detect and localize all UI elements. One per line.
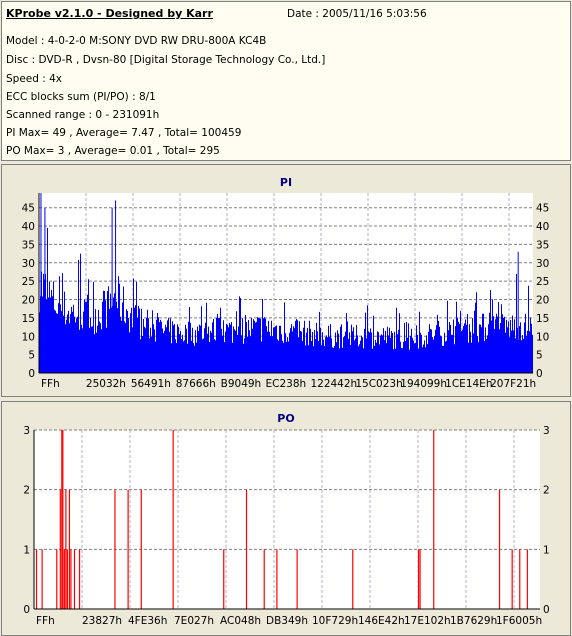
x-tick-label: 1F6005h — [496, 615, 542, 627]
x-tick-label: 15C023h — [355, 378, 402, 390]
y-tick-label-right: 30 — [536, 258, 549, 270]
x-tick-label: 87666h — [176, 378, 216, 390]
x-tick-label: 194099h — [400, 378, 447, 390]
pi-chart: 0 0 5 5 10 10 15 15 20 20 25 25 30 30 35 35 40 40 45 45 FFh 2… — [22, 193, 549, 390]
model-line: Model : 4-0-2-0 M:SONY DVD RW DRU-800A K… — [6, 35, 267, 47]
y-tick-label-left: 1 — [23, 544, 30, 556]
y-tick-label-right: 35 — [536, 239, 549, 251]
y-tick-label-right: 45 — [536, 203, 549, 215]
x-tick-label: DB349h — [266, 615, 308, 627]
x-tick-label: EC238h — [266, 378, 307, 390]
y-tick-label-left: 40 — [22, 221, 35, 233]
y-tick-label-left: 45 — [22, 203, 35, 215]
y-tick-label-left: 2 — [23, 485, 30, 497]
y-tick-label-left: 0 — [28, 368, 35, 380]
x-tick-label: FFh — [36, 615, 55, 627]
po-chart-panel: PO 0 0 1 1 2 2 3 3 FFh 23827h 4FE36h 7E027h AC048h DB… — [1, 401, 571, 636]
x-tick-label: 1CE14Eh — [445, 378, 492, 390]
y-tick-label-left: 10 — [22, 331, 35, 343]
y-tick-label-left: 35 — [22, 239, 35, 251]
x-tick-label: AC048h — [220, 615, 261, 627]
x-tick-label: 25032h — [86, 378, 126, 390]
y-tick-label-right: 40 — [536, 221, 549, 233]
pi-chart-panel: PI 0 0 5 5 10 10 15 15 20 20 25 25 30 30 35 35 40 40 45 45 F… — [1, 164, 571, 397]
y-tick-label-right: 0 — [543, 604, 550, 616]
x-tick-label: 1B7629h — [450, 615, 497, 627]
ecc-line: ECC blocks sum (PI/PO) : 8/1 — [6, 91, 156, 103]
y-tick-label-right: 25 — [536, 276, 549, 288]
x-tick-label: 146E42h — [358, 615, 405, 627]
speed-line: Speed : 4x — [6, 73, 63, 85]
po-stats-line: PO Max= 3 , Average= 0.01 , Total= 295 — [6, 145, 220, 157]
scan-info-panel: KProbe v2.1.0 - Designed by Karr Date : … — [1, 1, 571, 161]
y-tick-label-right: 2 — [543, 485, 550, 497]
y-tick-label-left: 5 — [28, 350, 35, 362]
y-tick-label-right: 0 — [536, 368, 543, 380]
app-title: KProbe v2.1.0 - Designed by Karr — [6, 7, 213, 20]
x-tick-label: FFh — [41, 378, 60, 390]
y-tick-label-right: 10 — [536, 331, 549, 343]
x-tick-label: 207F21h — [490, 378, 536, 390]
x-tick-label: 56491h — [131, 378, 171, 390]
x-tick-label: 23827h — [82, 615, 122, 627]
x-tick-label: 4FE36h — [128, 615, 167, 627]
x-tick-label: 7E027h — [174, 615, 214, 627]
po-chart-title: PO — [277, 412, 295, 425]
x-tick-label: B9049h — [221, 378, 262, 390]
disc-line: Disc : DVD-R , Dvsn-80 [Digital Storage … — [6, 54, 326, 66]
pi-stats-line: PI Max= 49 , Average= 7.47 , Total= 1004… — [6, 127, 242, 139]
x-tick-label: 122442h — [310, 378, 357, 390]
y-tick-label-left: 0 — [23, 604, 30, 616]
y-tick-label-right: 5 — [536, 350, 543, 362]
y-tick-label-right: 20 — [536, 295, 549, 307]
plot-area — [34, 430, 540, 609]
x-tick-label: 17E102h — [404, 615, 451, 627]
scan-date: Date : 2005/11/16 5:03:56 — [287, 8, 427, 20]
y-tick-label-right: 3 — [543, 425, 550, 437]
range-line: Scanned range : 0 - 231091h — [6, 109, 160, 121]
y-tick-label-left: 30 — [22, 258, 35, 270]
y-tick-label-left: 20 — [22, 295, 35, 307]
pi-chart-title: PI — [279, 176, 293, 189]
y-tick-label-right: 15 — [536, 313, 549, 325]
y-tick-label-left: 15 — [22, 313, 35, 325]
y-tick-label-left: 3 — [23, 425, 30, 437]
y-tick-label-left: 25 — [22, 276, 35, 288]
x-tick-label: 10F729h — [312, 615, 358, 627]
po-chart: 0 0 1 1 2 2 3 3 FFh 23827h 4FE36h 7E027h AC048h DB349… — [23, 425, 550, 627]
y-tick-label-right: 1 — [543, 544, 550, 556]
